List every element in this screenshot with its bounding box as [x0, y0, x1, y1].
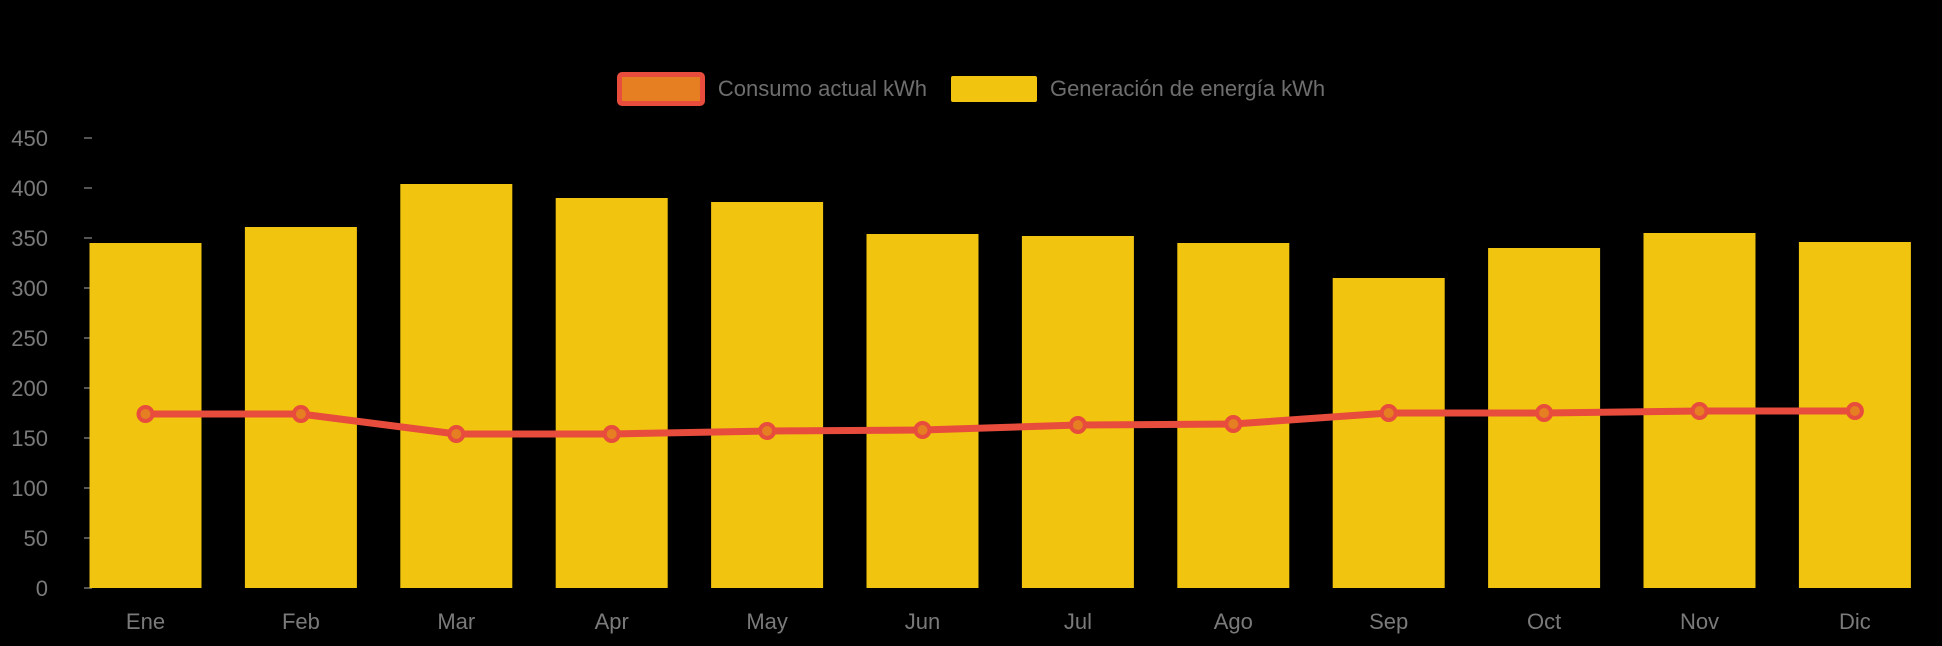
bar-apr[interactable] [555, 198, 668, 588]
y-axis-label-100: 100 [11, 476, 48, 501]
y-axis-label-50: 50 [24, 526, 48, 551]
line-point-jun[interactable] [913, 421, 932, 439]
x-axis-label-nov: Nov [1680, 609, 1719, 634]
y-axis-label-250: 250 [11, 326, 48, 351]
consumption-line [142, 407, 1859, 438]
x-axis-label-sep: Sep [1369, 609, 1408, 634]
line-point-sep[interactable] [1379, 404, 1398, 422]
x-axis-label-dic: Dic [1839, 609, 1871, 634]
x-axis-label-feb: Feb [282, 609, 320, 634]
bar-jul[interactable] [1021, 236, 1134, 588]
x-axis-label-may: May [746, 609, 788, 634]
x-axis-label-mar: Mar [437, 609, 475, 634]
line-point-ene[interactable] [136, 405, 155, 423]
y-axis-label-450: 450 [11, 126, 48, 151]
y-axis-label-0: 0 [36, 576, 48, 601]
x-axis-label-jul: Jul [1064, 609, 1092, 634]
y-axis-label-150: 150 [11, 426, 48, 451]
bar-may[interactable] [711, 202, 824, 588]
legend-item-consumo-actual[interactable]: Consumo actual kWh [616, 72, 927, 106]
line-point-feb[interactable] [291, 405, 310, 423]
legend-swatch-line-icon [616, 72, 705, 106]
line-point-dic[interactable] [1845, 402, 1864, 420]
bar-sep[interactable] [1332, 278, 1445, 588]
legend-label-consumo-actual: Consumo actual kWh [717, 76, 927, 101]
line-point-may[interactable] [758, 422, 777, 440]
y-axis-label-200: 200 [11, 376, 48, 401]
legend: Consumo actual kWh Generación de energía… [0, 72, 1942, 106]
y-axis-label-400: 400 [11, 176, 48, 201]
x-axis-label-ago: Ago [1214, 609, 1253, 634]
legend-item-generacion-energia[interactable]: Generación de energía kWh [950, 76, 1326, 102]
bar-jun[interactable] [866, 234, 979, 588]
x-axis-label-oct: Oct [1527, 609, 1561, 634]
line-point-oct[interactable] [1535, 404, 1554, 422]
y-axis-label-300: 300 [11, 276, 48, 301]
line-point-mar[interactable] [447, 425, 466, 443]
line-point-nov[interactable] [1690, 402, 1709, 420]
x-axis-label-jun: Jun [905, 609, 940, 634]
x-axis-label-ene: Ene [126, 609, 165, 634]
line-point-jul[interactable] [1068, 416, 1087, 434]
bar-mar[interactable] [400, 184, 513, 588]
y-axis-label-350: 350 [11, 226, 48, 251]
x-axis-label-apr: Apr [595, 609, 629, 634]
line-point-apr[interactable] [602, 425, 621, 443]
legend-swatch-bar-icon [950, 76, 1037, 102]
legend-label-generacion-energia: Generación de energía kWh [1049, 76, 1326, 101]
line-point-ago[interactable] [1224, 415, 1243, 433]
